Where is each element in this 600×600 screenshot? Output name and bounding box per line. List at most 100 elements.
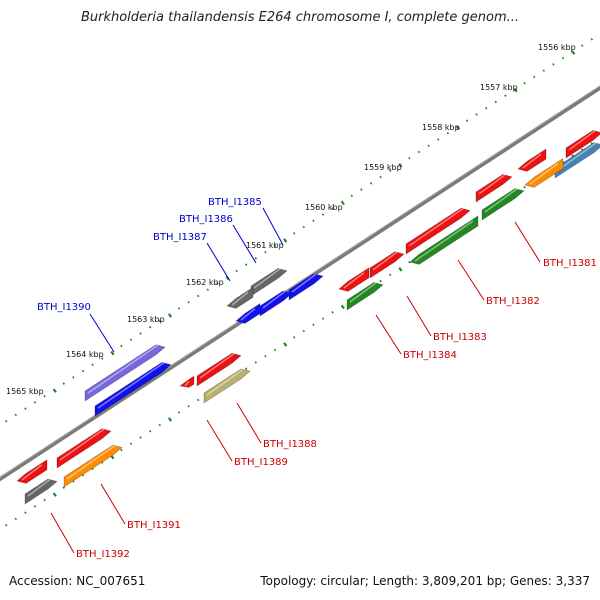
outer-tick-mark (340, 200, 345, 206)
gene-leader-line (375, 314, 402, 355)
gene-arrow-blue-body (235, 303, 261, 324)
outer-tick-mark (43, 394, 46, 398)
gene-arrow-red (475, 174, 513, 203)
outer-tick-mark (504, 94, 507, 97)
kbp-tick-label: 1562 kbp (186, 278, 224, 287)
gene-arrow-orange (524, 157, 564, 188)
gene-leader-line (89, 313, 115, 353)
outer-tick-mark (571, 50, 576, 55)
gene-arrow-olive-shine (206, 368, 244, 396)
gene-arrow-blue-shine (291, 273, 317, 293)
inner-tick-mark (340, 304, 345, 310)
outer-tick-mark (177, 307, 181, 310)
gene-arrow-red-shine (478, 174, 506, 195)
outer-tick-mark (4, 419, 8, 423)
inner-tick-mark (167, 417, 173, 422)
gene-label-minus: BTH_I1389 (234, 457, 288, 468)
outer-tick-mark (561, 56, 565, 60)
gene-arrow-red-shine (343, 272, 365, 289)
gene-arrow-purple-body (84, 344, 166, 402)
gene-arrow-orange-body (63, 444, 123, 488)
gene-arrow-blue-body (259, 290, 293, 317)
gene-arrow-green-body (481, 188, 525, 221)
outer-tick-mark (427, 144, 430, 148)
inner-tick-mark (321, 317, 325, 320)
outer-tick-mark (14, 413, 18, 417)
inner-tick-mark (52, 492, 57, 497)
outer-tick-mark (254, 257, 258, 260)
outer-tick-mark (24, 407, 27, 410)
gene-arrow-orange-body (524, 157, 564, 188)
outer-tick-mark (369, 182, 373, 185)
outer-tick-mark (273, 244, 277, 248)
gene-arrow-red-shine (184, 380, 190, 387)
gene-arrow-red-body (179, 375, 195, 388)
outer-tick-mark (100, 357, 104, 360)
gene-arrow-green-shine (349, 282, 377, 303)
kbp-tick-label: 1563 kbp (127, 315, 165, 324)
outer-tick-mark (264, 250, 267, 254)
outer-tick-mark (475, 113, 478, 116)
kbp-tick-label: 1564 kbp (66, 350, 104, 359)
kbp-tick-label: 1560 kbp (305, 203, 343, 212)
gene-arrow-grey-shine (253, 268, 281, 289)
gene-arrow-red-body (475, 174, 513, 203)
gene-arrow-red (338, 267, 370, 292)
outer-tick-mark (590, 38, 594, 41)
kbp-tick-label: 1565 kbp (6, 387, 44, 396)
gene-arrow-blue (288, 273, 324, 301)
gene-arrow-blue (94, 362, 172, 417)
gene-arrow-grey (226, 286, 254, 309)
gene-arrow-green-body (409, 215, 479, 265)
inner-tick-mark (398, 267, 403, 272)
outer-tick-mark (110, 350, 115, 356)
gene-arrow-steel-body (554, 142, 600, 179)
inner-tick-mark (196, 398, 200, 402)
gene-label-minus: BTH_I1384 (403, 350, 457, 361)
outer-tick-mark (120, 344, 123, 348)
gene-leader-line (262, 207, 284, 246)
outer-tick-mark (52, 388, 57, 393)
gene-arrow-olive (203, 368, 251, 404)
inner-tick-mark (264, 354, 267, 358)
outer-tick-mark (72, 376, 75, 379)
gene-arrow-red (196, 352, 242, 387)
outer-tick-mark (321, 213, 325, 216)
kbp-tick-label: 1558 kbp (422, 123, 460, 132)
kbp-tick-label: 1556 kbp (538, 43, 576, 52)
outer-tick-mark (187, 300, 190, 304)
inner-tick-mark (187, 404, 190, 408)
gene-arrow-steel-shine (557, 142, 597, 171)
outer-tick-mark (158, 319, 162, 323)
gene-arrow-blue-shine (97, 362, 165, 409)
outer-tick-mark (542, 69, 546, 72)
gene-arrow-red-body (565, 130, 600, 159)
gene-label-minus: BTH_I1381 (543, 258, 597, 269)
gene-arrow-green-shine (484, 188, 518, 213)
inner-tick-mark (312, 323, 315, 327)
gene-arrow-grey-shine (231, 291, 249, 306)
inner-tick-mark (62, 486, 66, 489)
outer-tick-mark (81, 369, 85, 373)
outer-tick-mark (417, 150, 421, 154)
gene-arrow-olive-body (203, 368, 251, 404)
outer-tick-mark (62, 382, 66, 385)
genes-layer (16, 130, 600, 505)
inner-tick-mark (302, 329, 306, 333)
inner-tick-mark (14, 517, 18, 521)
outer-tick-mark (388, 169, 392, 173)
gene-arrow-red-shine (522, 153, 542, 169)
gene-label-minus: BTH_I1382 (486, 296, 540, 307)
inner-tick-mark (388, 273, 392, 277)
gene-arrow-blue-body (94, 362, 172, 417)
inner-tick-mark (292, 336, 296, 339)
gene-label-minus: BTH_I1392 (76, 549, 130, 560)
outer-tick-mark (484, 106, 488, 110)
gene-arrow-grey (24, 478, 58, 505)
inner-tick-mark (120, 448, 123, 452)
outer-tick-mark (532, 75, 536, 79)
gene-arrow-red-body (338, 267, 370, 292)
gene-arrow-red-shine (199, 353, 235, 379)
gene-arrow-red-body (56, 428, 112, 469)
